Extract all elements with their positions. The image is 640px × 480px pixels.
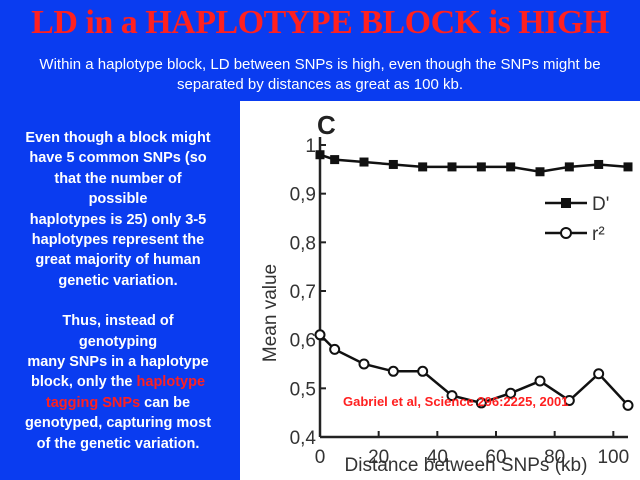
data-point-circle	[417, 365, 429, 377]
legend-marker-circle	[560, 227, 572, 239]
data-point-circle	[475, 397, 487, 409]
data-point-circle	[446, 390, 458, 402]
data-point-square	[330, 155, 340, 165]
data-point-circle	[622, 399, 634, 411]
highlight-text: haplotype	[136, 374, 206, 391]
panel-label: C	[317, 110, 336, 140]
data-point-square	[388, 159, 398, 169]
text-line: genetic variation.	[58, 272, 178, 289]
text-line: genotyped, capturing most	[24, 415, 212, 432]
data-point-square	[359, 157, 369, 167]
data-point-circle	[593, 368, 605, 380]
citation-text: Gabriel et al, Science 296:2225, 2001	[343, 394, 569, 409]
y-axis-title: Mean value	[260, 264, 281, 362]
text-fragment: block, only the	[30, 374, 137, 391]
text-line: great majority of human	[35, 252, 201, 269]
x-tick-label: 20	[368, 447, 389, 468]
text-line: have 5 common SNPs (so	[29, 150, 207, 167]
text-line: tagging SNPs can be	[2, 393, 234, 413]
data-point-circle	[505, 387, 517, 399]
slide-subtitle: Within a haplotype block, LD between SNP…	[39, 56, 601, 93]
x-tick-label: 0	[315, 447, 326, 468]
data-point-square	[535, 167, 545, 177]
data-point-circle	[358, 358, 370, 370]
text-line: haplotypes represent the	[31, 232, 205, 249]
x-axis-title: Distance between SNPs (kb)	[345, 455, 588, 476]
legend-label: r²	[592, 224, 605, 245]
data-point-square	[506, 162, 516, 172]
y-tick-label: 0,9	[290, 185, 316, 206]
text-line: of the genetic variation.	[36, 435, 200, 452]
slide-title: LD in a HAPLOTYPE BLOCK is HIGH	[31, 4, 609, 41]
text-line: block, only the haplotype	[2, 372, 234, 392]
data-point-square	[447, 162, 457, 172]
ld-line-chart: 0,4 0,5 0,6 0,7 0,8 0,9 1 0 20 40 60 80 100 Distance …	[260, 110, 634, 476]
text-line: many SNPs in a haplotype	[27, 354, 209, 371]
chart-figure: 0,4 0,5 0,6 0,7 0,8 0,9 1 0 20 40 60 80 100 Distance …	[240, 101, 640, 480]
y-tick-label: 1	[305, 136, 316, 157]
legend-marker-square	[561, 198, 571, 208]
text-line: haplotypes is 25) only 3-5	[29, 211, 207, 228]
x-tick-label: 60	[485, 447, 506, 468]
data-point-square	[315, 150, 325, 160]
x-tick-label: 40	[427, 447, 448, 468]
y-tick-label: 0,5	[290, 379, 316, 400]
data-point-square	[564, 162, 574, 172]
text-line: Even though a block might	[25, 130, 211, 146]
y-tick-label: 0,7	[290, 282, 316, 303]
highlight-text: tagging SNPs	[45, 394, 141, 411]
data-point-circle	[534, 375, 546, 387]
text-line: possible	[88, 191, 148, 208]
data-point-circle	[387, 365, 399, 377]
data-point-square	[418, 162, 428, 172]
data-point-square	[623, 162, 633, 172]
y-tick-label: 0,6	[290, 331, 316, 352]
y-tick-label: 0,8	[290, 233, 316, 254]
data-point-circle	[329, 343, 341, 355]
explanation-text: Even though a block might have 5 common …	[2, 128, 234, 454]
text-line: Thus, instead of	[62, 313, 174, 330]
data-point-circle	[563, 395, 575, 406]
data-point-circle	[314, 329, 326, 341]
x-tick-label: 80	[544, 447, 565, 468]
x-tick-label: 100	[597, 447, 629, 468]
y-tick-label: 0,4	[290, 428, 317, 449]
text-line: that the number of	[54, 170, 182, 187]
data-point-square	[594, 159, 604, 169]
text-line: genotyping	[78, 333, 158, 350]
legend-label: D'	[592, 194, 609, 215]
series-line-0	[319, 153, 629, 174]
data-point-square	[476, 162, 486, 172]
text-fragment: can be	[140, 394, 191, 411]
